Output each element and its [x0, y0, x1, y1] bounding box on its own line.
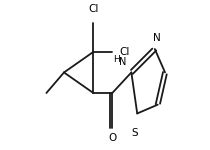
- Text: Cl: Cl: [120, 47, 130, 57]
- Text: Cl: Cl: [88, 4, 98, 14]
- Text: N: N: [153, 33, 161, 43]
- Text: N: N: [119, 57, 126, 67]
- Text: S: S: [132, 128, 138, 138]
- Text: H: H: [113, 55, 120, 64]
- Text: O: O: [108, 132, 117, 142]
